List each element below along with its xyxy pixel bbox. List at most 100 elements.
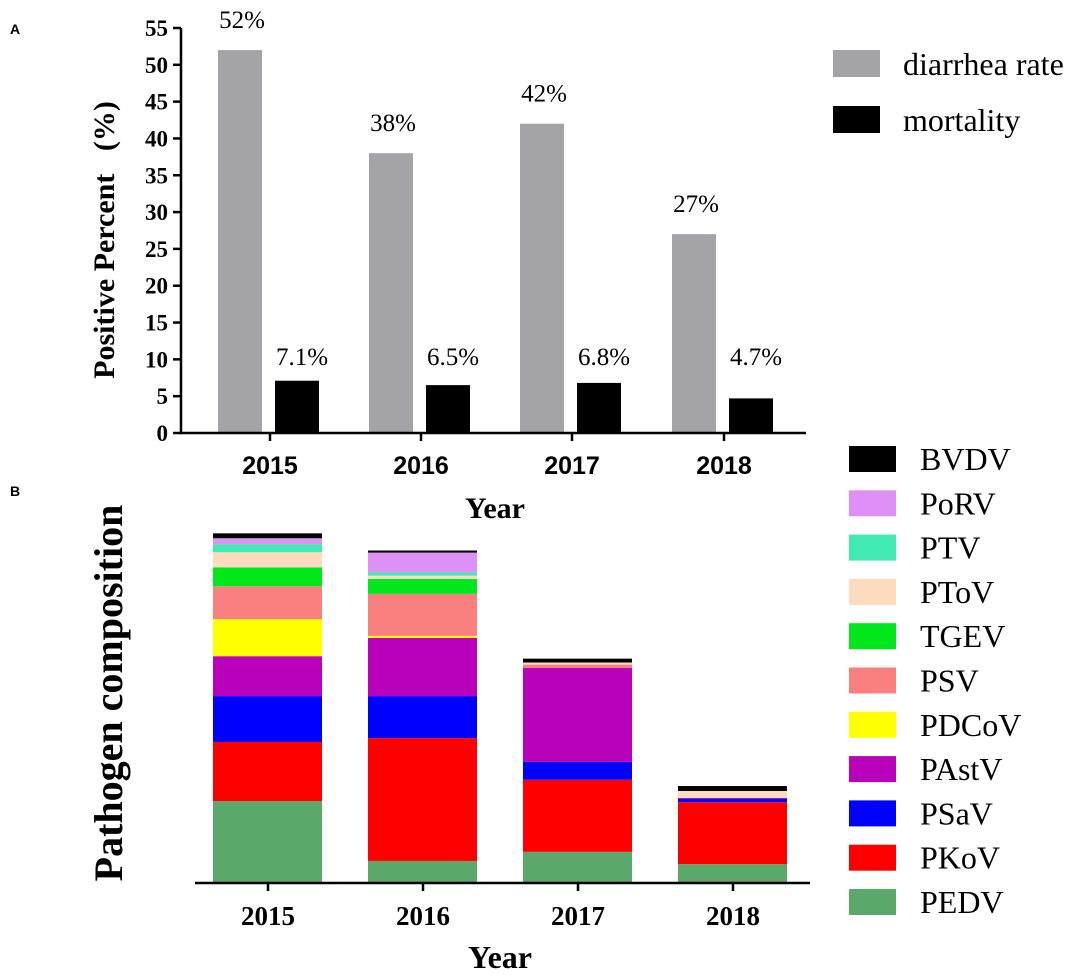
data-label-diarrhea-rate-2017: 42% [521,81,567,108]
bar-diarrhea-rate-2018 [672,234,716,433]
segment-ptov-2018 [678,790,787,798]
y-tick-label-a: 25 [145,237,168,262]
y-axis-title-a: Positive Percent (%) [88,101,121,379]
segment-pedv-2017 [523,851,632,883]
panel-b-chart: 2015 2016 2017 2018 Pathogen composition Year… [86,441,1021,975]
segment-pedv-2016 [368,860,477,883]
segment-tgev-2015 [213,567,322,587]
legend-label-psv: PSV [920,663,979,699]
segment-ptv-2016 [368,572,477,576]
legend-label-porv: PoRV [920,485,996,521]
segment-pedv-2018 [678,864,787,883]
legend-swatch-porv [849,490,896,517]
x-tick-label-b-2015: 2015 [241,901,295,931]
legend-swatch-pkov [849,844,896,871]
segment-psv-2017 [523,664,632,668]
segment-bvdv-2018 [678,786,787,791]
segment-pdcov-2016 [368,635,477,638]
segment-pastv-2016 [368,638,477,697]
segment-pastv-2015 [213,656,322,697]
y-tick-label-a: 15 [145,311,168,336]
segment-porv-2016 [368,552,477,573]
segment-psav-2016 [368,696,477,739]
legend-label-diarrhea-rate: diarrhea rate [903,46,1064,82]
segment-bvdv-2015 [213,533,322,539]
legend-label-bvdv: BVDV [920,441,1011,477]
data-label-diarrhea-rate-2016: 38% [370,110,416,137]
bar-diarrhea-rate-2015 [218,50,262,433]
legend-a: diarrhea rate mortality [833,46,1064,138]
legend-swatch-bvdv [849,446,896,472]
y-axis-title-b: Pathogen composition [86,505,131,882]
y-tick-label-a: 30 [145,200,168,225]
segment-pedv-2015 [213,801,322,883]
legend-label-ptov: PToV [920,574,994,610]
legend-swatch-psav [849,800,896,827]
bar-mortality-2018 [729,398,773,433]
legend-label-pdcov: PDCoV [920,707,1021,743]
legend-label-pedv: PEDV [920,884,1004,920]
panel-label-a: A [10,21,20,37]
x-tick-label-a-2017: 2017 [544,452,600,480]
legend-label-pkov: PKoV [920,840,1000,876]
legend-swatch-pastv [849,756,896,783]
x-tick-label-b-2016: 2016 [396,901,450,931]
data-label-mortality-2015: 7.1% [276,344,328,371]
segment-ptov-2016 [368,575,477,579]
data-label-mortality-2017: 6.8% [578,344,630,371]
x-axis-title-b: Year [468,939,532,975]
bar-mortality-2015 [275,380,319,433]
legend-label-mortality: mortality [903,102,1020,138]
segment-pastv-2018 [678,797,787,799]
data-label-diarrhea-rate-2018: 27% [673,191,719,218]
legend-swatch-diarrhea-rate [833,50,880,77]
segment-pkov-2016 [368,738,477,861]
legend-swatch-pdcov [849,711,896,738]
legend-swatch-pedv [849,889,896,915]
y-tick-label-a: 45 [145,90,168,115]
segment-pkov-2017 [523,779,632,852]
segment-pkov-2018 [678,802,787,865]
bar-diarrhea-rate-2017 [520,123,564,434]
segment-psv-2016 [368,593,477,636]
x-axis-title-a: Year [465,492,525,525]
legend-label-tgev: TGEV [920,618,1005,654]
segment-bvdv-2017 [523,658,632,663]
panel-a-chart: 0 5 10 15 20 25 30 35 40 45 50 55 2015 2016 2017 2018 52… [88,7,1064,525]
y-tick-label-a: 35 [145,163,168,188]
legend-swatch-ptv [849,534,896,561]
segment-ptv-2015 [213,544,322,553]
y-tick-label-a: 0 [157,421,169,446]
bar-mortality-2017 [577,382,621,433]
data-label-diarrhea-rate-2015: 52% [219,7,265,34]
x-tick-label-a-2016: 2016 [393,452,449,480]
segment-ptov-2015 [213,552,322,568]
segment-tgev-2016 [368,578,477,594]
segment-pkov-2015 [213,741,322,802]
y-tick-label-a: 10 [145,347,168,372]
legend-label-psav: PSaV [920,795,993,831]
segment-psav-2018 [678,799,787,803]
data-label-mortality-2016: 6.5% [427,344,479,371]
segment-bvdv-2016 [368,550,477,553]
y-tick-label-a: 40 [145,126,168,151]
bar-diarrhea-rate-2016 [369,153,413,433]
legend-swatch-mortality [833,106,880,133]
legend-swatch-ptov [849,578,896,605]
legend-b: BVDV PoRV PTV PToV TGEV PSV PDCoV PAstV PSaV PKoV… [849,441,1021,920]
y-tick-label-a: 5 [157,384,169,409]
segment-ptov-2017 [523,662,632,665]
legend-label-ptv: PTV [920,530,980,566]
segment-psav-2015 [213,696,322,742]
legend-label-pastv: PAstV [920,751,1002,787]
panel-label-b: B [10,483,20,499]
legend-swatch-psv [849,667,896,694]
segment-porv-2015 [213,538,322,545]
x-tick-label-b-2018: 2018 [706,901,760,931]
segment-psv-2015 [213,586,322,620]
data-label-mortality-2018: 4.7% [730,344,782,371]
y-tick-label-a: 50 [145,53,168,78]
y-tick-label-a: 20 [145,274,168,299]
x-tick-label-b-2017: 2017 [551,901,605,931]
